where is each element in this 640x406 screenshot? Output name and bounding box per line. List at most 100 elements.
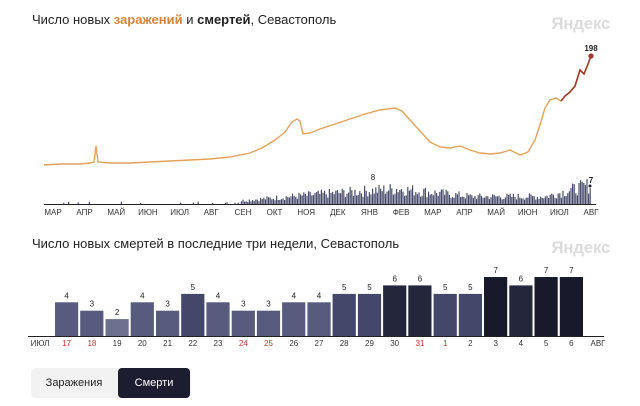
- deaths-mini-bar: [264, 199, 266, 204]
- deaths-mini-bar: [525, 197, 527, 204]
- bar-value-label: 3: [90, 300, 95, 309]
- deaths-bar[interactable]: [156, 310, 180, 336]
- deaths-bar[interactable]: [534, 277, 558, 336]
- deaths-bar[interactable]: [105, 319, 129, 336]
- deaths-mini-bar: [277, 200, 279, 204]
- deaths-mini-bar: [247, 201, 249, 204]
- deaths-mini-bar: [461, 196, 463, 204]
- deaths-mini-bar: [455, 193, 457, 204]
- deaths-mini-bar: [287, 197, 289, 204]
- deaths-mini-bar: [410, 189, 412, 204]
- deaths-mini-bar: [506, 193, 508, 204]
- infections-last-point[interactable]: [588, 53, 594, 59]
- deaths-mini-bar: [496, 196, 498, 204]
- deaths-bar[interactable]: [206, 302, 230, 336]
- deaths-mini-bar: [304, 194, 306, 204]
- deaths-mini-bar: [464, 198, 466, 204]
- deaths-mini-bar: [288, 197, 290, 204]
- deaths-bar[interactable]: [433, 293, 457, 336]
- deaths-mini-bar: [290, 196, 292, 204]
- deaths-bar[interactable]: [357, 293, 382, 336]
- deaths-bar[interactable]: [458, 293, 482, 336]
- deaths-mini-bar: [276, 195, 278, 204]
- deaths-mini-bar: [407, 186, 409, 204]
- month-tick-label: АПР: [76, 208, 92, 217]
- deaths-mini-bar: [434, 190, 436, 204]
- deaths-bar[interactable]: [383, 285, 407, 336]
- deaths-bar[interactable]: [484, 277, 508, 336]
- deaths-mini-bar: [564, 196, 566, 204]
- month-start-label: ИЮЛ: [31, 339, 50, 348]
- deaths-mini-bar: [380, 188, 382, 204]
- deaths-mini-bar: [256, 199, 258, 204]
- tab-infections[interactable]: Заражения: [45, 377, 103, 389]
- tab-deaths[interactable]: Смерти: [118, 368, 190, 398]
- deaths-mini-bar: [266, 196, 268, 204]
- deaths-bar[interactable]: [282, 302, 306, 336]
- deaths-mini-bar: [325, 194, 327, 204]
- deaths-last-label: 7: [589, 176, 594, 185]
- deaths-mini-bar: [357, 194, 359, 204]
- deaths-mini-bar: [509, 193, 511, 204]
- deaths-peak-label: 8: [371, 173, 376, 182]
- deaths-bar-chart[interactable]: 4173182194203215224233243254264275285296…: [0, 0, 640, 360]
- deaths-mini-bar: [423, 189, 425, 204]
- bar-value-label: 3: [241, 300, 246, 309]
- legend-infections[interactable]: заражений: [113, 12, 183, 27]
- deaths-mini-bar: [356, 195, 358, 204]
- deaths-mini-bar: [432, 195, 434, 204]
- deaths-mini-bar: [503, 199, 505, 204]
- deaths-mini-bar: [292, 193, 294, 204]
- deaths-bar[interactable]: [130, 302, 154, 336]
- day-tick-label: 5: [544, 339, 549, 348]
- deaths-mini-bar: [378, 184, 380, 204]
- deaths-mini-bar: [429, 194, 431, 204]
- deaths-mini-bar: [581, 181, 583, 204]
- deaths-bar[interactable]: [509, 285, 533, 336]
- deaths-mini-bar: [303, 192, 305, 204]
- deaths-mini-bar: [552, 194, 554, 204]
- deaths-mini-bar: [556, 198, 558, 204]
- deaths-mini-bar: [484, 197, 486, 204]
- month-tick-label: ИЮН: [138, 208, 158, 217]
- infections-last-label: 198: [584, 44, 598, 53]
- deaths-bar[interactable]: [307, 302, 331, 336]
- deaths-mini-bar: [324, 190, 326, 204]
- chart2-title: Число новых смертей в последние три неде…: [32, 236, 400, 251]
- legend-deaths[interactable]: смертей: [197, 12, 251, 27]
- deaths-mini-bar: [495, 196, 497, 204]
- deaths-bar[interactable]: [181, 293, 205, 336]
- deaths-bar[interactable]: [408, 285, 432, 336]
- deaths-mini-bar: [180, 202, 182, 204]
- day-tick-label: 21: [163, 339, 172, 348]
- deaths-mini-bar: [469, 194, 471, 204]
- month-tick-label: МАР: [44, 208, 61, 217]
- deaths-mini-bar: [584, 185, 586, 204]
- deaths-mini-bar: [63, 202, 65, 204]
- deaths-bar[interactable]: [55, 302, 79, 336]
- deaths-mini-bar: [528, 193, 530, 204]
- deaths-bar[interactable]: [256, 310, 281, 336]
- deaths-mini-bar: [330, 192, 332, 204]
- deaths-mini-bar: [493, 194, 495, 204]
- deaths-mini-bar: [476, 199, 478, 204]
- month-tick-label: СЕН: [234, 208, 251, 217]
- deaths-bar[interactable]: [231, 310, 255, 336]
- day-tick-label: 27: [315, 339, 324, 348]
- deaths-mini-bar: [546, 195, 548, 204]
- deaths-mini-bar: [77, 202, 79, 204]
- deaths-mini-bar: [224, 203, 226, 204]
- bar-value-label: 4: [140, 291, 145, 300]
- bar-value-label: 6: [519, 274, 524, 283]
- deaths-mini-bar: [471, 195, 473, 204]
- deaths-mini-bar: [445, 189, 447, 204]
- deaths-mini-bar: [360, 193, 362, 204]
- deaths-bar[interactable]: [80, 310, 104, 336]
- deaths-bar[interactable]: [332, 293, 356, 336]
- deaths-mini-bar: [463, 197, 465, 204]
- deaths-mini-bar: [418, 192, 420, 204]
- deaths-mini-bar: [426, 197, 428, 204]
- deaths-bar[interactable]: [559, 277, 583, 336]
- overview-chart[interactable]: 198 8 7 МАР АПР МАЙ ИЮН ИЮЛ АВГ СЕН ОКТ НОЯ ДЕК ЯНВ ФЕ…: [0, 0, 640, 230]
- deaths-mini-bar: [68, 201, 70, 204]
